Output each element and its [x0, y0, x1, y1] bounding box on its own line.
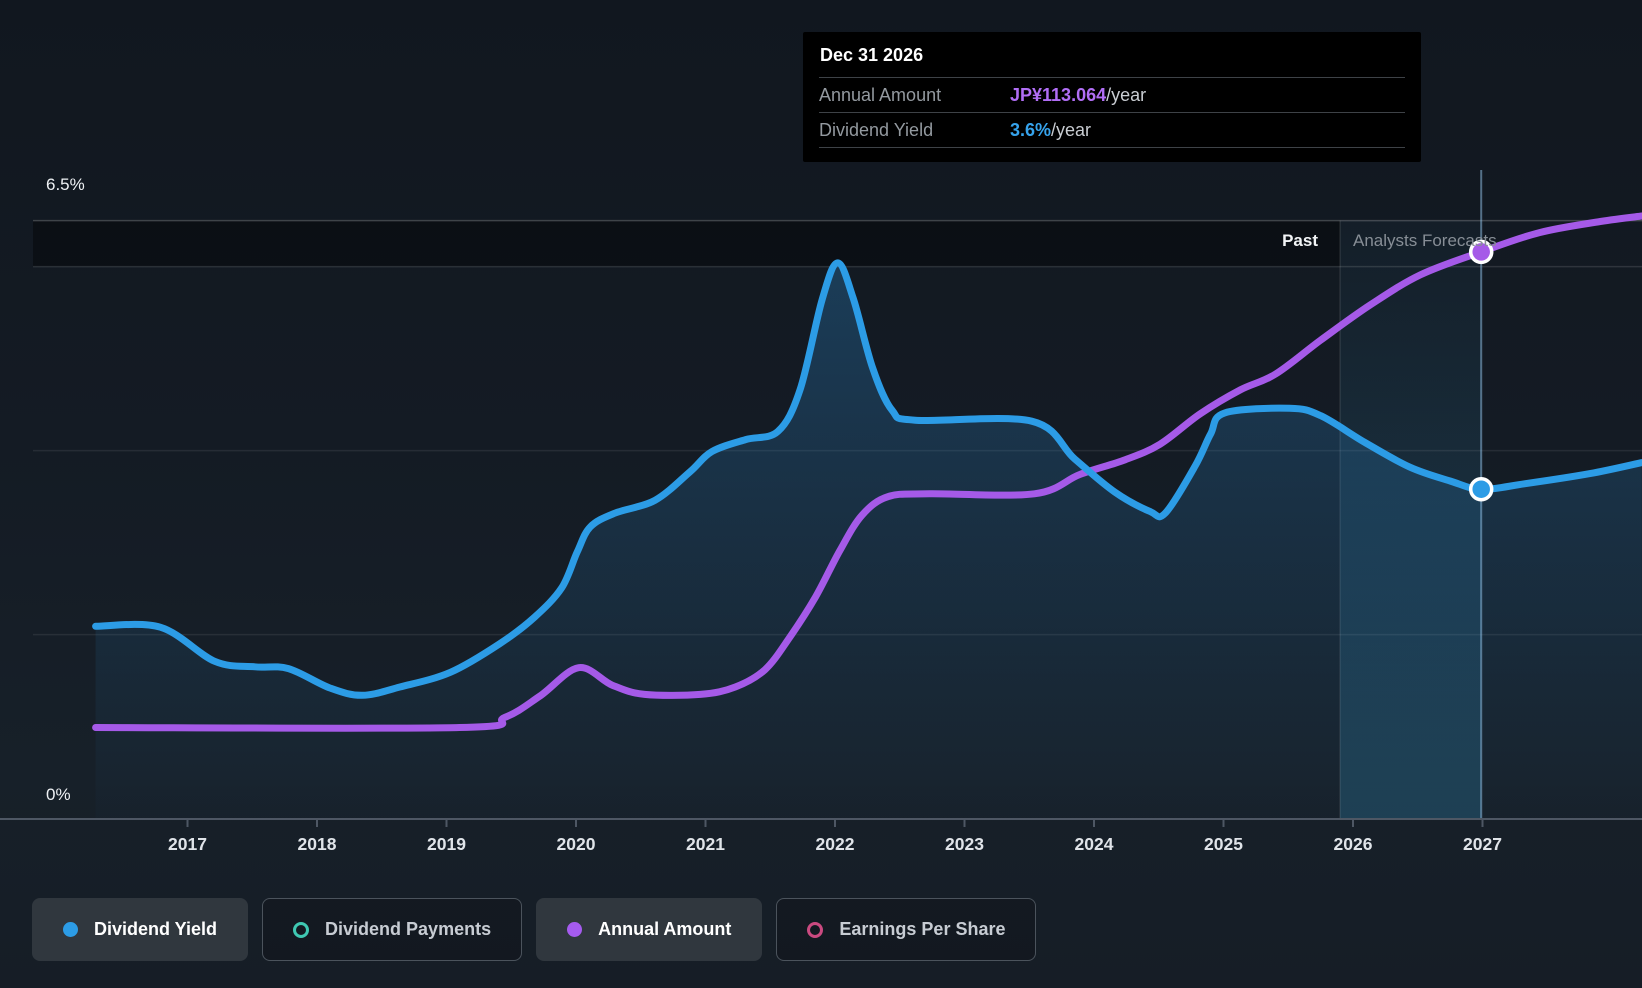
x-axis-label-2018: 2018	[298, 834, 337, 854]
tooltip-date: Dec 31 2026	[819, 32, 1405, 78]
hover-marker-dividend-yield	[1468, 476, 1494, 502]
legend-annual-amount-button[interactable]: Annual Amount	[536, 898, 763, 961]
earnings-per-share-ring-icon	[807, 921, 824, 938]
x-axis-label-2017: 2017	[168, 834, 207, 854]
legend-label: Annual Amount	[598, 919, 732, 939]
legend-label: Dividend Yield	[94, 919, 218, 939]
x-axis-label-2026: 2026	[1334, 834, 1373, 854]
past-section-label: Past	[1282, 231, 1318, 250]
x-axis-label-2019: 2019	[427, 834, 466, 854]
tooltip-value-suffix: /year	[1051, 119, 1092, 140]
tooltip-value-suffix: /year	[1106, 84, 1147, 105]
x-axis-label-2022: 2022	[816, 834, 855, 854]
annual-amount-line	[92, 212, 1642, 732]
y-axis-max-label: 6.5%	[46, 175, 85, 194]
legend-label: Earnings Per Share	[839, 919, 1006, 939]
x-axis-label-2027: 2027	[1463, 834, 1502, 854]
hover-marker-annual-amount	[1468, 239, 1494, 265]
x-axis-label-2023: 2023	[945, 834, 984, 854]
legend-earnings-per-share-button[interactable]: Earnings Per Share	[776, 898, 1037, 961]
chart-legend: Dividend Yield Dividend Payments Annual …	[32, 898, 1037, 961]
x-axis-label-2021: 2021	[686, 834, 725, 854]
tooltip-value: 3.6%	[1010, 119, 1052, 140]
tooltip-label: Dividend Yield	[819, 119, 934, 140]
tooltip-row-annual-amount: Annual Amount JP¥113.064/year	[819, 78, 1405, 113]
legend-label: Dividend Payments	[325, 919, 492, 939]
annual-amount-dot-icon	[567, 922, 583, 937]
x-axis-label-2020: 2020	[557, 834, 596, 854]
dividend-yield-dot-icon	[63, 922, 78, 937]
tooltip-label: Annual Amount	[819, 84, 942, 105]
dividend-yield-area	[95, 262, 1642, 819]
y-axis-zero-label: 0%	[46, 785, 71, 804]
tooltip-value: JP¥113.064	[1010, 84, 1107, 105]
tooltip-row-dividend-yield: Dividend Yield 3.6%/year	[819, 113, 1405, 148]
legend-dividend-payments-button[interactable]: Dividend Payments	[262, 898, 523, 961]
legend-dividend-yield-button[interactable]: Dividend Yield	[32, 898, 249, 961]
dividend-payments-ring-icon	[293, 921, 310, 938]
x-axis-label-2024: 2024	[1075, 834, 1114, 854]
chart-tooltip: Dec 31 2026 Annual Amount JP¥113.064/yea…	[803, 32, 1421, 162]
forecast-section-label: Analysts Forecasts	[1353, 231, 1497, 250]
dividend-yield-line	[92, 259, 1642, 699]
x-axis-label-2025: 2025	[1204, 834, 1243, 854]
past-header-band	[33, 220, 1341, 267]
